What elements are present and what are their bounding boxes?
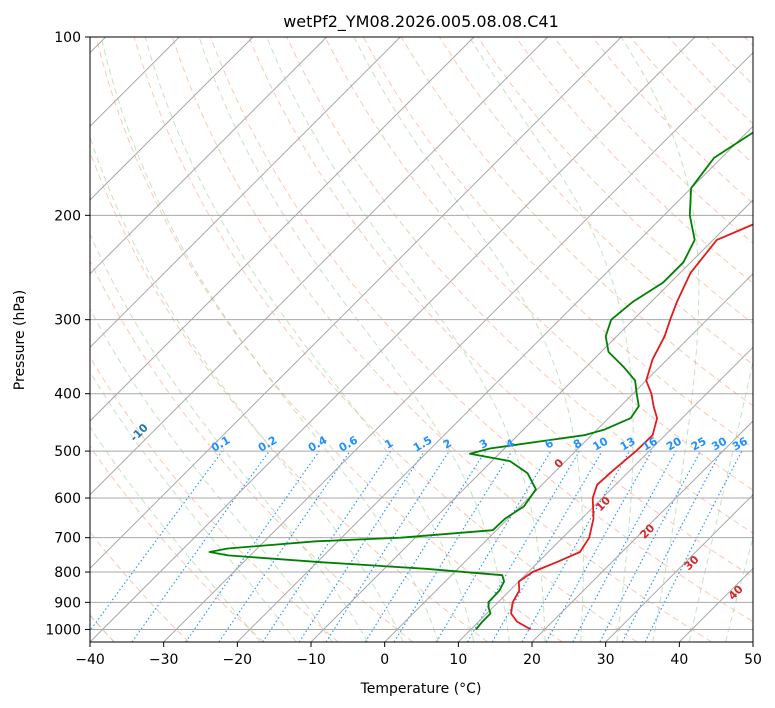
- x-tick-label: −20: [223, 652, 253, 668]
- plot-area: 0.10.20.40.611.52346810131620253036-100-…: [90, 37, 753, 642]
- isotherm: [90, 37, 696, 642]
- isotherm: [90, 37, 622, 570]
- temperature-profile: [510, 223, 753, 631]
- dewpoint-profile: [208, 131, 753, 630]
- moist-adiabat: [725, 536, 753, 642]
- moist-adiabats: [90, 37, 753, 642]
- x-tick-label: −10: [296, 652, 326, 668]
- y-axis-label: Pressure (hPa): [12, 290, 28, 390]
- isotherm: [531, 420, 753, 642]
- moist-adiabat: [90, 232, 369, 642]
- x-tick-label: 50: [744, 652, 762, 668]
- mixing-ratio-line: [545, 450, 653, 642]
- moist-adiabat: [353, 37, 584, 642]
- isotherm: [457, 346, 753, 642]
- dry-adiabat: [210, 37, 753, 623]
- isobar-gridlines: [90, 37, 753, 630]
- dry-adiabat: [133, 37, 638, 642]
- y-axis-ticks: 100 200 300 400 500 600 700 800 900 1000: [45, 30, 90, 638]
- dry-adiabat: [248, 37, 753, 578]
- x-axis-ticks: −40 −30 −20 −10 0 10 20 30 40 50: [75, 642, 762, 668]
- x-axis-label: Temperature (°C): [360, 681, 482, 697]
- mixing-ratio-line: [644, 450, 743, 642]
- dry-adiabat: [515, 37, 753, 284]
- y-tick-label: 700: [54, 531, 81, 547]
- isotherm: [90, 37, 254, 201]
- isotherm: [90, 37, 328, 275]
- dry-adiabat: [90, 445, 264, 642]
- moist-adiabat: [90, 135, 404, 642]
- isotherm: [605, 493, 753, 642]
- mixing-ratio-line: [262, 450, 392, 642]
- x-tick-label: 0: [380, 652, 389, 668]
- sounding-profiles: [208, 131, 753, 631]
- moist-adiabat: [688, 358, 753, 642]
- x-tick-label: 40: [670, 652, 688, 668]
- moist-adiabat: [266, 37, 546, 642]
- isotherm: [163, 51, 753, 642]
- dry-adiabat: [95, 37, 563, 642]
- y-tick-label: 500: [54, 444, 81, 460]
- chart-title: wetPf2_YM08.2026.005.08.08.C41: [283, 12, 559, 32]
- mixing-ratio-lines: [90, 450, 743, 642]
- x-tick-label: 20: [523, 652, 541, 668]
- y-tick-label: 900: [54, 595, 81, 611]
- x-tick-label: 10: [449, 652, 467, 668]
- moist-adiabat: [90, 426, 261, 642]
- y-tick-label: 400: [54, 387, 81, 403]
- moist-adiabat: [90, 308, 333, 642]
- mixing-ratio-line: [185, 450, 320, 642]
- mixing-ratio-line: [131, 450, 270, 642]
- isotherm: [384, 272, 753, 642]
- dry-adiabat: [90, 259, 414, 642]
- moist-adiabat: [198, 37, 510, 642]
- dry-adiabat: [324, 37, 753, 491]
- moist-adiabat: [620, 37, 700, 642]
- moist-adiabat: [144, 37, 475, 642]
- dry-adiabat: [171, 37, 712, 642]
- mixing-ratio-line: [218, 450, 351, 642]
- dry-adiabat: [90, 356, 339, 642]
- y-tick-label: 1000: [45, 622, 81, 638]
- dry-adiabat: [286, 37, 753, 534]
- mixing-ratio-line: [572, 450, 677, 642]
- y-tick-label: 200: [54, 208, 81, 224]
- y-tick-label: 300: [54, 313, 81, 329]
- x-tick-label: −40: [75, 652, 105, 668]
- isotherm: [90, 37, 549, 496]
- isotherm: [90, 37, 475, 422]
- mixing-ratio-line: [393, 450, 513, 642]
- isotherm: [90, 37, 401, 349]
- moist-adiabat: [100, 37, 439, 642]
- isotherm: [310, 199, 753, 642]
- mixing-ratio-line: [325, 450, 450, 642]
- moist-adiabat: [90, 370, 297, 642]
- plot-frame: [89, 36, 754, 643]
- y-tick-label: 600: [54, 491, 81, 507]
- mixing-ratio-line: [521, 450, 630, 642]
- x-tick-label: 30: [597, 652, 615, 668]
- dry-adiabats: [90, 37, 753, 642]
- y-tick-label: 100: [54, 30, 81, 46]
- mixing-ratio-line: [90, 450, 223, 632]
- y-tick-label: 800: [54, 565, 81, 581]
- x-tick-label: −30: [149, 652, 179, 668]
